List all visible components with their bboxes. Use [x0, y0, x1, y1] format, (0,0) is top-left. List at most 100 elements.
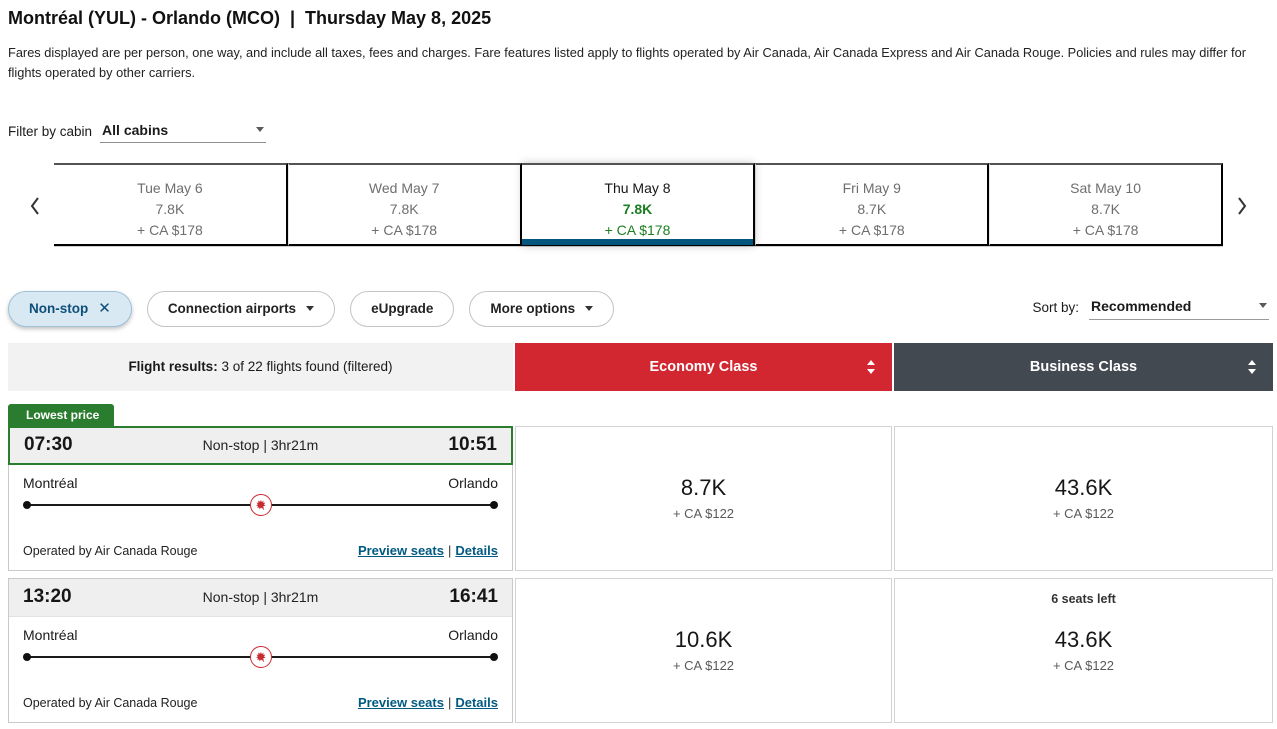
date-tab-thu-may-8-selected[interactable]: Thu May 8 7.8K + CA $178 — [521, 162, 756, 246]
chevron-down-icon — [585, 306, 594, 312]
business-class-header[interactable]: Business Class — [894, 342, 1273, 391]
economy-cash: + CA $122 — [672, 658, 735, 674]
itinerary-card: 07:30 Non-stop | 3hr21m 10:51 Montréal O… — [8, 425, 513, 571]
carousel-prev-button[interactable] — [24, 193, 46, 219]
sort-control: Sort by: Recommended — [1032, 298, 1269, 320]
origin-dot — [23, 652, 31, 661]
date-label: Thu May 8 — [604, 180, 671, 197]
flight-row-1: Lowest price 07:30 Non-stop | 3hr21m 10:… — [8, 403, 1273, 571]
date-points: 7.8K — [389, 201, 419, 218]
chevron-right-icon — [1238, 197, 1247, 215]
business-class-label: Business Class — [1029, 358, 1138, 375]
air-canada-maple-leaf-icon — [249, 493, 272, 516]
filter-chip-nonstop[interactable]: Non-stop ✕ — [8, 290, 132, 327]
close-icon[interactable]: ✕ — [98, 300, 111, 318]
flight-results-page: Montréal (YUL) - Orlando (MCO) | Thursda… — [0, 8, 1277, 723]
date-points: 7.8K — [155, 201, 185, 218]
date-points: 8.7K — [1091, 201, 1120, 218]
filter-chip-connection-airports[interactable]: Connection airports — [146, 290, 336, 327]
destination-city: Orlando — [448, 626, 498, 643]
chip-label: eUpgrade — [371, 301, 434, 317]
fare-disclaimer: Fares displayed are per person, one way,… — [8, 45, 1246, 81]
filter-chip-more-options[interactable]: More options — [469, 290, 615, 327]
details-link[interactable]: Details — [455, 542, 498, 558]
date-cash: + CA $178 — [1072, 222, 1139, 239]
arrival-time: 16:41 — [449, 586, 498, 608]
chevron-down-icon — [306, 306, 315, 312]
departure-time: 13:20 — [23, 586, 72, 608]
economy-fare-cell[interactable]: 10.6K + CA $122 — [515, 577, 892, 723]
destination-city: Orlando — [448, 474, 498, 491]
badge-row: Lowest price — [8, 403, 1269, 426]
results-header: Flight results: 3 of 22 flights found (f… — [8, 342, 1273, 391]
sort-updown-icon — [1248, 359, 1256, 374]
chevron-left-icon — [30, 197, 39, 215]
date-tab-tue-may-6[interactable]: Tue May 6 7.8K + CA $178 — [54, 162, 288, 246]
link-separator: | — [447, 542, 452, 558]
date-cash: + CA $178 — [371, 222, 438, 239]
business-cash: + CA $122 — [1052, 506, 1115, 522]
sort-value: Recommended — [1091, 297, 1192, 314]
lowest-price-badge: Lowest price — [8, 403, 115, 426]
date-carousel: Tue May 6 7.8K + CA $178 Wed May 7 7.8K … — [8, 162, 1269, 247]
preview-seats-link[interactable]: Preview seats — [357, 694, 444, 710]
time-row: 13:20 Non-stop | 3hr21m 16:41 — [9, 578, 512, 617]
chip-label: Connection airports — [167, 301, 297, 317]
sort-updown-icon — [867, 359, 875, 374]
business-fare-cell[interactable]: 6 seats left 43.6K + CA $122 — [894, 577, 1273, 723]
results-count: Flight results: 3 of 22 flights found (f… — [8, 342, 513, 391]
operated-by: Operated by Air Canada Rouge — [23, 543, 198, 558]
date-tabs: Tue May 6 7.8K + CA $178 Wed May 7 7.8K … — [54, 162, 1223, 247]
departure-time: 07:30 — [24, 434, 73, 456]
business-fare-cell[interactable]: 43.6K + CA $122 — [894, 425, 1273, 571]
cabin-filter-row: Filter by cabin All cabins — [8, 122, 1269, 143]
page-title: Montréal (YUL) - Orlando (MCO) | Thursda… — [8, 8, 492, 28]
date-label: Fri May 9 — [842, 180, 901, 197]
flight-row-2: 13:20 Non-stop | 3hr21m 16:41 Montréal O… — [8, 577, 1273, 723]
date-tab-sat-may-10[interactable]: Sat May 10 8.7K + CA $178 — [989, 162, 1223, 246]
cabin-filter-label: Filter by cabin — [8, 123, 93, 139]
date-label: Wed May 7 — [368, 180, 440, 197]
details-link[interactable]: Details — [455, 694, 498, 710]
air-canada-maple-leaf-icon — [249, 645, 272, 668]
origin-city: Montréal — [23, 474, 78, 491]
stops-duration: Non-stop | 3hr21m — [202, 589, 319, 606]
business-points: 43.6K — [1054, 627, 1113, 653]
carousel-next-button[interactable] — [1231, 193, 1253, 219]
sort-select[interactable]: Recommended — [1089, 298, 1269, 320]
chevron-down-icon — [1259, 303, 1267, 309]
date-cash: + CA $178 — [137, 222, 203, 239]
economy-points: 10.6K — [674, 627, 733, 653]
economy-points: 8.7K — [680, 475, 727, 501]
date-label: Tue May 6 — [137, 180, 203, 197]
operated-by: Operated by Air Canada Rouge — [23, 695, 198, 710]
time-row: 07:30 Non-stop | 3hr21m 10:51 — [8, 425, 513, 465]
filter-chips: Non-stop ✕ Connection airports eUpgrade … — [8, 290, 615, 327]
cabin-filter-select[interactable]: All cabins — [100, 121, 267, 143]
date-label: Sat May 10 — [1070, 180, 1141, 197]
date-points: 8.7K — [857, 201, 887, 218]
date-tab-fri-may-9[interactable]: Fri May 9 8.7K + CA $178 — [755, 162, 990, 246]
origin-city: Montréal — [23, 626, 78, 643]
link-separator: | — [447, 694, 452, 710]
date-tab-wed-may-7[interactable]: Wed May 7 7.8K + CA $178 — [287, 162, 522, 246]
economy-class-header[interactable]: Economy Class — [515, 342, 892, 391]
filters-toolbar: Non-stop ✕ Connection airports eUpgrade … — [8, 290, 1269, 327]
economy-fare-cell[interactable]: 8.7K + CA $122 — [515, 425, 892, 571]
route: Montréal Orlando — [9, 465, 512, 543]
business-cash: + CA $122 — [1052, 658, 1115, 674]
economy-class-label: Economy Class — [649, 358, 758, 375]
preview-seats-link[interactable]: Preview seats — [357, 542, 444, 558]
arrival-time: 10:51 — [448, 434, 497, 456]
date-points: 7.8K — [622, 201, 653, 218]
date-cash: + CA $178 — [838, 222, 905, 239]
cabin-filter-value: All cabins — [102, 121, 169, 138]
date-cash: + CA $178 — [604, 222, 671, 239]
origin-dot — [23, 500, 31, 509]
economy-cash: + CA $122 — [672, 506, 735, 522]
route-line — [23, 645, 498, 668]
filter-chip-eupgrade[interactable]: eUpgrade — [350, 290, 455, 327]
business-points: 43.6K — [1054, 475, 1113, 501]
sort-label: Sort by: — [1032, 299, 1079, 315]
results-count-text: 3 of 22 flights found (filtered) — [217, 359, 393, 375]
